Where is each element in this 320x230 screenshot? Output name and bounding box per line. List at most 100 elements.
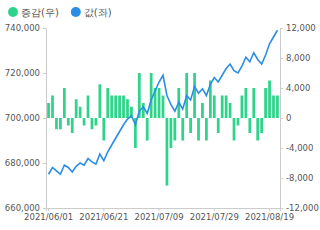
x-tick-label: 2021/07/29 xyxy=(190,212,239,222)
bar xyxy=(264,88,267,118)
bar xyxy=(248,118,251,133)
bar xyxy=(59,118,62,129)
bar xyxy=(67,118,70,126)
x-tick-mark xyxy=(269,208,270,211)
bar xyxy=(79,107,82,118)
y2-tick: 12,000 xyxy=(280,23,316,33)
bar xyxy=(260,118,263,133)
x-tick-label: 2021/06/01 xyxy=(24,212,73,222)
bar xyxy=(63,88,66,118)
bar xyxy=(83,118,86,126)
bar xyxy=(102,118,105,141)
y2-axis: -12,000-8,000-4,00004,0008,00012,000 xyxy=(280,23,319,213)
x-axis: 2021/06/012021/06/212021/07/092021/07/29… xyxy=(24,208,294,222)
bar xyxy=(173,118,176,141)
axis-line xyxy=(43,29,47,209)
x-tick-label: 2021/08/19 xyxy=(245,212,294,222)
bar xyxy=(170,118,173,148)
y2-tick-mark xyxy=(280,148,283,149)
x-tick-label: 2021/07/09 xyxy=(135,212,184,222)
y-tick-label: 680,000 xyxy=(5,158,40,168)
bar xyxy=(276,96,279,119)
y-tick-mark xyxy=(43,73,46,74)
bar xyxy=(268,81,271,119)
bar xyxy=(166,118,169,186)
bar xyxy=(229,103,232,118)
y-tick-label: 740,000 xyxy=(5,23,40,33)
y2-tick-label: -8,000 xyxy=(286,173,313,183)
bar xyxy=(98,84,101,118)
bar xyxy=(122,96,125,119)
y2-tick-mark xyxy=(280,88,283,89)
y-axis: 660,000680,000700,000720,000740,000 xyxy=(5,23,47,213)
y-tick-mark xyxy=(43,163,46,164)
bar xyxy=(158,88,161,118)
bar xyxy=(91,118,94,129)
y-tick-label: 720,000 xyxy=(5,68,40,78)
bar xyxy=(150,73,153,118)
bar xyxy=(272,96,275,119)
legend-marker xyxy=(71,7,81,17)
legend-item: 증감(우) xyxy=(8,7,59,18)
y2-tick-label: 8,000 xyxy=(286,53,310,63)
bar xyxy=(221,96,224,119)
bar xyxy=(197,118,200,141)
y2-tick: 0 xyxy=(280,113,291,123)
x-tick: 2021/06/01 xyxy=(24,208,73,222)
chart: 660,000680,000700,000720,000740,000-12,0… xyxy=(0,0,320,230)
y2-tick-mark xyxy=(280,58,283,59)
x-tick-mark xyxy=(103,208,104,211)
legend: 증감(우) 값(좌) xyxy=(8,7,112,18)
y-tick: 740,000 xyxy=(5,23,46,33)
bar xyxy=(237,118,240,126)
bar xyxy=(244,88,247,118)
bar xyxy=(87,96,90,119)
y-tick-label: 700,000 xyxy=(5,113,40,123)
bar xyxy=(205,118,208,141)
bar xyxy=(233,118,236,141)
bar xyxy=(252,88,255,118)
x-tick: 2021/08/19 xyxy=(245,208,294,222)
bar xyxy=(114,96,117,119)
x-tick-mark xyxy=(214,208,215,211)
line xyxy=(49,30,278,174)
y2-tick: 4,000 xyxy=(280,83,310,93)
bar xyxy=(47,103,50,118)
axis-line xyxy=(47,209,281,212)
legend-marker xyxy=(8,7,18,17)
legend-item: 값(좌) xyxy=(71,7,112,18)
bar xyxy=(95,118,98,126)
bar xyxy=(162,96,165,119)
bar xyxy=(256,118,259,141)
bar xyxy=(110,96,113,119)
x-tick-mark xyxy=(159,208,160,211)
y2-tick: 8,000 xyxy=(280,53,310,63)
bars xyxy=(47,73,279,186)
bar xyxy=(241,96,244,119)
bar xyxy=(51,96,54,119)
bar xyxy=(225,96,228,119)
bar xyxy=(126,99,129,118)
bar xyxy=(201,103,204,118)
y2-tick-label: 4,000 xyxy=(286,83,310,93)
bar xyxy=(189,118,192,133)
y2-tick-label: 0 xyxy=(286,113,291,123)
bar xyxy=(71,118,74,133)
bar xyxy=(213,96,216,119)
bar xyxy=(193,73,196,118)
bar xyxy=(146,118,149,141)
bar xyxy=(106,88,109,118)
y-tick: 680,000 xyxy=(5,158,46,168)
bar xyxy=(118,96,121,119)
y2-tick: -4,000 xyxy=(280,143,313,153)
plot xyxy=(47,30,279,185)
y-tick-mark xyxy=(43,28,46,29)
y2-tick-label: -4,000 xyxy=(286,143,313,153)
axis-line xyxy=(281,29,284,209)
y-tick: 720,000 xyxy=(5,68,46,78)
bar xyxy=(55,118,58,129)
y-tick-mark xyxy=(43,208,46,209)
bar xyxy=(75,99,78,118)
y2-tick: -8,000 xyxy=(280,173,313,183)
bar xyxy=(217,118,220,133)
